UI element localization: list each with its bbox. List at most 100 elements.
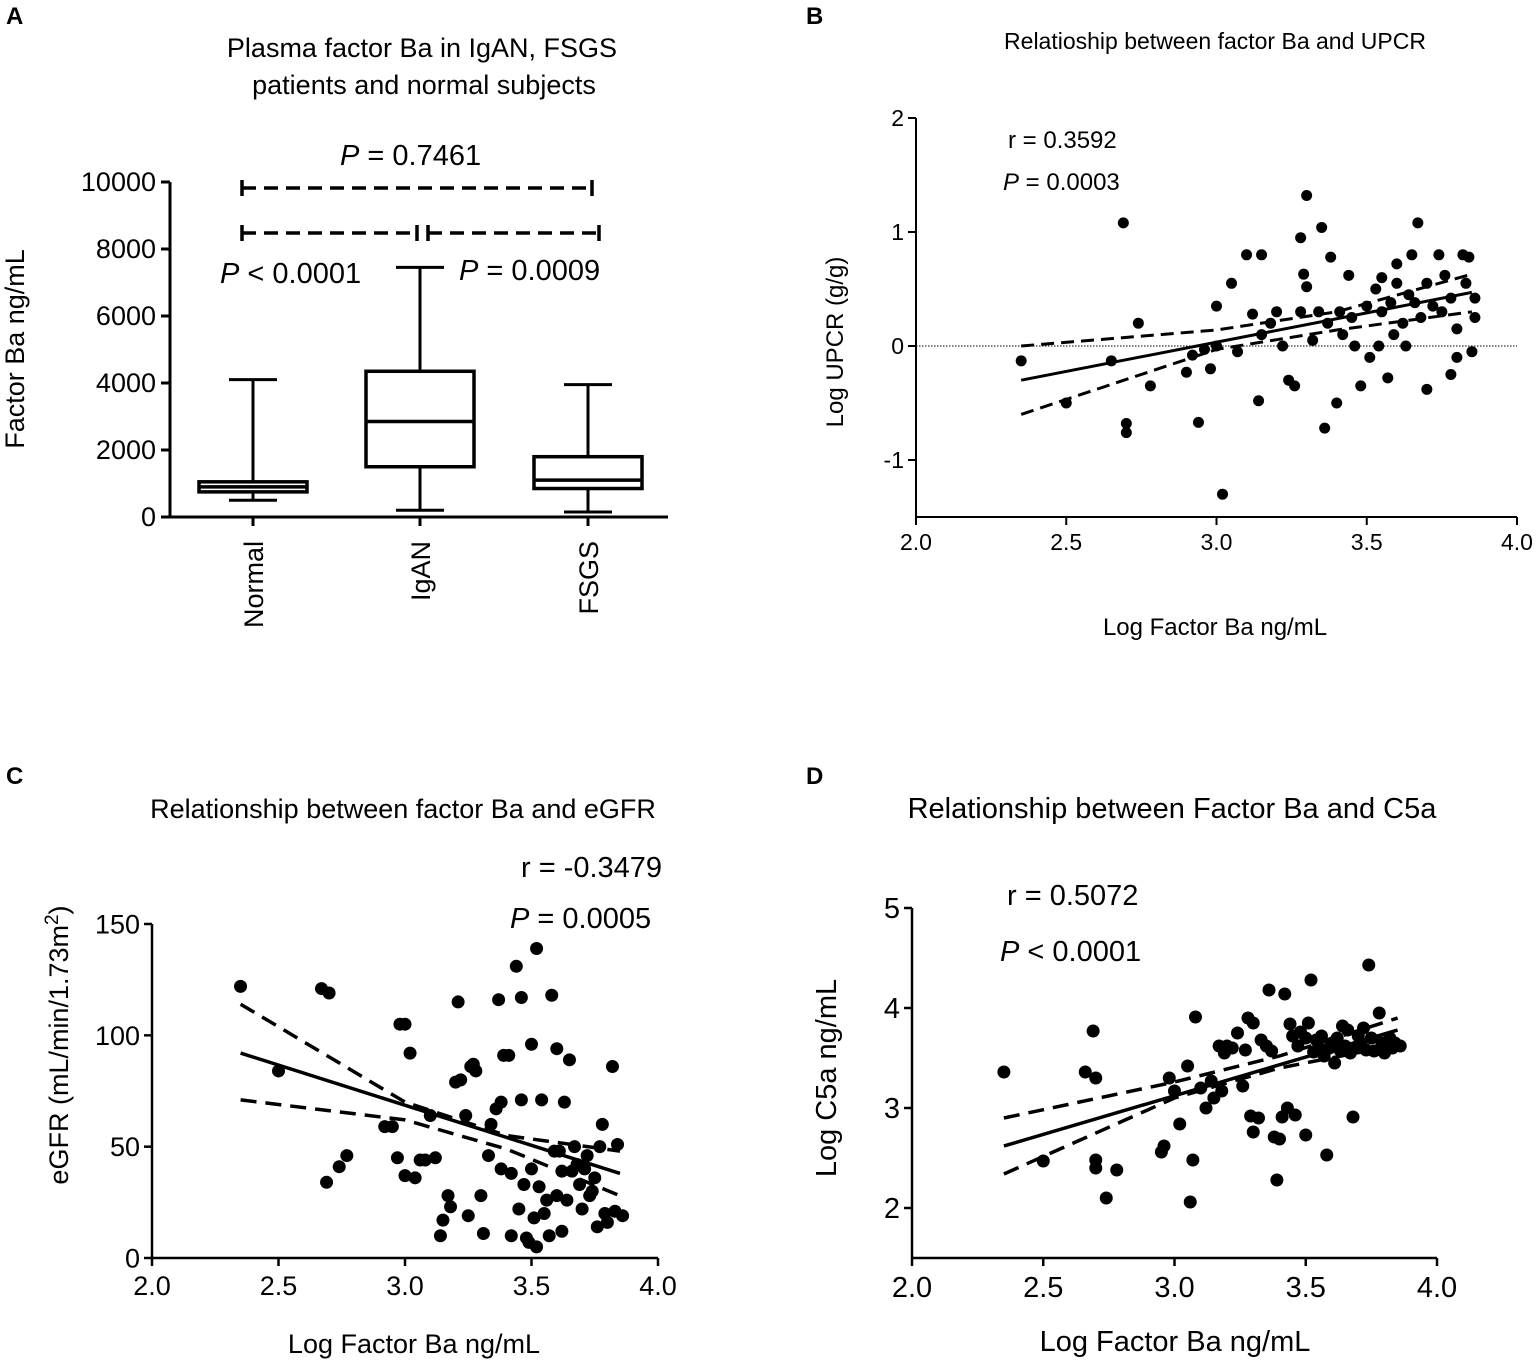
data-point: [557, 1095, 571, 1109]
data-point: [1120, 418, 1132, 430]
data-point: [408, 1171, 422, 1185]
data-point: [1331, 397, 1343, 409]
data-point: [1089, 1071, 1103, 1085]
data-point: [1252, 1111, 1265, 1125]
data-point: [1192, 416, 1204, 428]
panel-a-title-line-2: patients and normal subjects: [252, 70, 596, 100]
data-point: [1433, 249, 1445, 261]
data-point: [481, 1149, 495, 1163]
panel-c-stat-r: r = -0.3479: [521, 852, 662, 884]
data-point: [1307, 334, 1319, 346]
data-point: [320, 1175, 334, 1189]
data-point: [1391, 277, 1403, 289]
panel-a-y-tick-label: 6000: [96, 301, 156, 331]
confidence-band-upper: [1021, 272, 1473, 348]
panel-a-letter: A: [6, 3, 23, 30]
data-point: [1397, 317, 1409, 329]
panel-a-axes: 0 2000 4000 6000 8000 10000 Normal IgAN FSGS: [81, 167, 668, 628]
data-point: [1301, 190, 1313, 202]
y-tick-label: 3: [884, 1093, 900, 1125]
data-point: [595, 1117, 609, 1131]
panel-b-plot: -1 0 1 2 2.0 2.5 3.0 3.5 4.0: [884, 105, 1533, 555]
y-tick-label: 1: [891, 219, 904, 245]
data-point: [1367, 1044, 1381, 1058]
data-point: [1469, 312, 1481, 323]
data-point: [530, 941, 544, 955]
data-point: [527, 1211, 541, 1225]
comparison-p-normal-igan: P < 0.0001: [220, 258, 361, 290]
y-tick-label: 2: [891, 105, 904, 131]
data-point: [385, 1120, 399, 1134]
y-tick-label: 5: [884, 893, 900, 925]
data-point: [494, 1162, 508, 1176]
x-tick-label: 2.0: [900, 529, 932, 555]
data-point: [1299, 1031, 1313, 1045]
x-tick-label: 4.0: [639, 1271, 677, 1301]
comparison-p-normal-fsgs: P = 0.7461: [340, 140, 481, 172]
data-point: [1325, 251, 1337, 263]
data-point: [1186, 1153, 1200, 1167]
data-point: [1319, 422, 1331, 434]
y-tick-label: 150: [95, 909, 140, 939]
data-point: [1232, 346, 1244, 358]
y-tick-label: 100: [95, 1021, 140, 1051]
panel-b-letter: B: [806, 3, 823, 30]
data-point: [1445, 369, 1457, 380]
panel-b-x-axis-label: Log Factor Ba ng/mL: [1103, 614, 1327, 641]
data-point: [398, 1017, 412, 1031]
data-point: [1373, 340, 1385, 352]
data-point: [1393, 1039, 1407, 1053]
y-tick-label: 2: [884, 1193, 900, 1225]
data-point: [1283, 1017, 1297, 1031]
data-point: [525, 1037, 538, 1051]
data-point: [1173, 1117, 1187, 1131]
panel-a-x-tick-label: Normal: [239, 541, 269, 628]
data-point: [1277, 340, 1289, 352]
x-tick-label: 2.5: [1050, 529, 1082, 555]
data-point: [611, 1137, 625, 1151]
data-point: [1412, 217, 1424, 229]
confidence-band-upper: [1003, 1016, 1399, 1120]
regression-line: [1020, 290, 1473, 382]
data-point: [1463, 251, 1475, 263]
data-point: [1421, 383, 1433, 395]
panel-a-comparisons: P = 0.7461 P < 0.0001 P = 0.0009: [220, 140, 601, 290]
panel-c: C Relationship between factor Ba and eGF…: [6, 763, 677, 1359]
panel-b-stat-p: P = 0.0003: [1003, 169, 1120, 196]
y-tick-label: 4: [884, 993, 900, 1025]
data-point: [403, 1046, 417, 1060]
data-point: [1469, 292, 1481, 304]
data-point: [1436, 306, 1448, 318]
panel-d-plot: 2 3 4 5 2.0 2.5 3.0 3.5 4.0: [884, 893, 1457, 1304]
panel-c-title: Relationship between factor Ba and eGFR: [150, 794, 656, 824]
data-point: [436, 1213, 450, 1227]
data-point: [1330, 1031, 1344, 1045]
data-point: [1246, 1125, 1260, 1139]
panel-d-stat-p: P < 0.0001: [1000, 936, 1141, 968]
data-point: [616, 1209, 630, 1223]
data-point: [1289, 380, 1301, 392]
data-point: [1217, 488, 1229, 500]
data-point: [340, 1149, 354, 1163]
x-tick-label: 3.5: [1286, 1272, 1326, 1304]
panel-a-y-tick-label: 0: [141, 502, 156, 532]
data-point: [1295, 306, 1307, 318]
data-point: [1357, 1021, 1370, 1035]
data-point: [461, 1209, 475, 1223]
data-point: [562, 1053, 576, 1067]
y-tick-label: 0: [125, 1243, 140, 1273]
data-point: [1241, 249, 1253, 261]
data-point: [1460, 277, 1472, 289]
data-point: [1273, 1132, 1286, 1146]
data-point: [1215, 1084, 1229, 1098]
regression-line: [240, 1051, 621, 1176]
data-point: [1144, 380, 1156, 392]
data-point: [1316, 221, 1328, 233]
data-point: [1376, 272, 1388, 284]
data-point: [575, 1202, 589, 1216]
confidence-band-upper: [239, 1002, 621, 1153]
data-point: [1099, 1191, 1113, 1205]
data-point: [494, 1095, 508, 1109]
y-tick-label: 50: [110, 1132, 140, 1162]
data-point: [433, 1229, 447, 1243]
